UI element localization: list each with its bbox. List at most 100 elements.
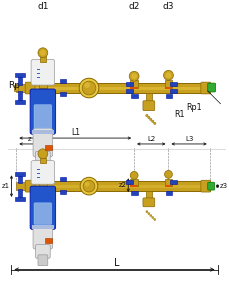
- FancyBboxPatch shape: [38, 162, 48, 173]
- Text: L3: L3: [184, 136, 192, 142]
- Circle shape: [151, 217, 153, 218]
- Circle shape: [84, 82, 90, 88]
- Circle shape: [84, 182, 89, 187]
- FancyBboxPatch shape: [207, 182, 214, 190]
- FancyBboxPatch shape: [207, 83, 215, 92]
- Bar: [32, 130, 53, 134]
- Bar: [126, 89, 133, 93]
- Text: L2: L2: [147, 136, 155, 142]
- Bar: [15, 172, 25, 176]
- Bar: [59, 79, 66, 83]
- Bar: [40, 56, 46, 62]
- Text: z: z: [28, 136, 31, 142]
- Bar: [16, 84, 28, 92]
- Bar: [130, 80, 137, 88]
- Bar: [164, 185, 172, 187]
- Bar: [164, 179, 172, 186]
- Circle shape: [165, 72, 171, 78]
- Text: Rp: Rp: [8, 81, 20, 90]
- FancyBboxPatch shape: [34, 203, 52, 224]
- Bar: [59, 190, 66, 194]
- FancyBboxPatch shape: [30, 89, 55, 134]
- Bar: [170, 89, 177, 93]
- Bar: [15, 197, 25, 201]
- Bar: [37, 69, 40, 70]
- Bar: [14, 85, 18, 91]
- Circle shape: [40, 50, 46, 56]
- Circle shape: [79, 78, 98, 98]
- Bar: [32, 225, 53, 229]
- Text: L: L: [113, 258, 119, 268]
- Circle shape: [163, 70, 173, 80]
- FancyBboxPatch shape: [30, 186, 55, 229]
- Bar: [126, 180, 133, 184]
- Circle shape: [82, 81, 95, 95]
- Bar: [18, 189, 22, 197]
- Bar: [130, 87, 137, 89]
- Circle shape: [38, 48, 48, 58]
- Bar: [16, 182, 28, 190]
- Text: L1: L1: [71, 128, 79, 136]
- Bar: [145, 93, 151, 108]
- Text: R1: R1: [174, 110, 184, 118]
- Text: d3: d3: [162, 2, 173, 11]
- Bar: [15, 73, 25, 77]
- Circle shape: [129, 71, 138, 81]
- Bar: [126, 82, 133, 86]
- Bar: [28, 181, 209, 191]
- Bar: [131, 94, 137, 98]
- Text: z3: z3: [218, 183, 227, 189]
- Bar: [145, 191, 151, 203]
- Bar: [37, 73, 40, 74]
- FancyBboxPatch shape: [33, 225, 52, 249]
- Bar: [37, 169, 40, 170]
- Bar: [165, 191, 172, 195]
- Text: Rp1: Rp1: [185, 103, 201, 112]
- Circle shape: [130, 171, 137, 179]
- FancyBboxPatch shape: [38, 255, 48, 266]
- Circle shape: [145, 114, 147, 117]
- Circle shape: [38, 149, 48, 159]
- Bar: [170, 180, 177, 184]
- Text: z2: z2: [118, 182, 126, 188]
- Circle shape: [149, 214, 151, 217]
- FancyBboxPatch shape: [200, 180, 210, 192]
- Bar: [165, 94, 172, 98]
- Circle shape: [131, 73, 136, 79]
- Circle shape: [164, 170, 172, 178]
- Circle shape: [149, 118, 151, 121]
- Bar: [28, 83, 209, 93]
- Bar: [59, 177, 66, 181]
- Circle shape: [151, 120, 153, 123]
- Text: z1: z1: [1, 183, 9, 189]
- Bar: [164, 87, 172, 89]
- FancyBboxPatch shape: [142, 101, 154, 111]
- Bar: [37, 77, 40, 78]
- FancyBboxPatch shape: [34, 105, 52, 128]
- Bar: [40, 158, 46, 163]
- Bar: [37, 177, 40, 178]
- Circle shape: [147, 213, 149, 214]
- Bar: [39, 82, 46, 88]
- Circle shape: [83, 180, 95, 192]
- Bar: [130, 179, 137, 186]
- FancyBboxPatch shape: [35, 244, 50, 258]
- FancyBboxPatch shape: [33, 128, 52, 157]
- Bar: [130, 185, 137, 187]
- Bar: [170, 82, 177, 86]
- Circle shape: [153, 122, 155, 124]
- Bar: [59, 92, 66, 96]
- Bar: [39, 181, 46, 186]
- FancyBboxPatch shape: [31, 60, 55, 85]
- Bar: [45, 145, 52, 150]
- Bar: [18, 176, 22, 183]
- Text: d1: d1: [37, 2, 48, 11]
- FancyBboxPatch shape: [31, 160, 55, 184]
- Bar: [18, 76, 22, 85]
- FancyBboxPatch shape: [200, 82, 210, 94]
- Bar: [37, 173, 40, 174]
- Circle shape: [80, 177, 97, 195]
- FancyBboxPatch shape: [25, 180, 35, 192]
- Bar: [15, 100, 25, 104]
- Bar: [131, 191, 137, 195]
